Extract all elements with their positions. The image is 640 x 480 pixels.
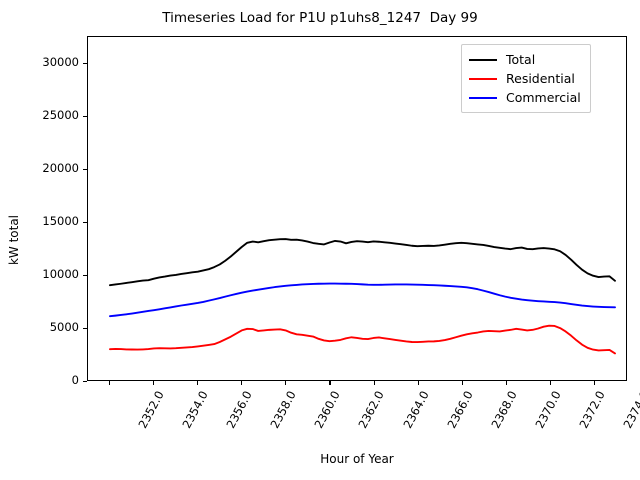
legend-swatch-residential xyxy=(469,77,497,80)
x-tick-mark xyxy=(373,381,375,385)
y-tick-mark xyxy=(83,62,87,64)
x-tick-mark xyxy=(593,381,596,385)
x-tick-mark xyxy=(241,381,243,385)
legend-item-total: Total xyxy=(469,50,581,69)
y-tick-mark xyxy=(83,168,87,170)
legend-swatch-total xyxy=(469,58,497,61)
x-tick-label: 2356.0 xyxy=(223,388,255,431)
y-tick-label: 20000 xyxy=(42,160,79,175)
legend-item-residential: Residential xyxy=(469,69,581,88)
x-tick-mark xyxy=(153,381,155,385)
chart-title: Timeseries Load for P1U p1uhs8_1247 Day … xyxy=(162,10,478,26)
x-tick-label: 2352.0 xyxy=(135,388,167,431)
x-tick-label: 2358.0 xyxy=(267,388,300,431)
x-tick-label: 2360.0 xyxy=(311,388,344,431)
y-tick-label: 30000 xyxy=(42,54,79,69)
legend-label: Residential xyxy=(506,70,575,86)
plot-area xyxy=(87,36,627,381)
legend-item-commercial: Commercial xyxy=(469,88,581,107)
y-tick-mark xyxy=(83,381,87,383)
y-tick-mark xyxy=(83,221,87,223)
x-tick-label: 2368.0 xyxy=(488,388,520,431)
series-line-commercial xyxy=(109,282,616,318)
y-tick-mark xyxy=(83,115,87,117)
x-tick-mark xyxy=(197,381,199,385)
y-tick-label: 0 xyxy=(71,373,79,387)
x-tick-label: 2372.0 xyxy=(576,388,608,431)
series-line-residential xyxy=(109,324,616,355)
x-tick-mark xyxy=(549,381,551,385)
x-tick-label: 2366.0 xyxy=(444,388,476,431)
legend-swatch-commercial xyxy=(469,96,497,99)
x-tick-mark xyxy=(285,381,287,385)
y-tick-mark xyxy=(83,327,87,330)
series-line-total xyxy=(109,238,616,287)
x-tick-label: 2374.0 xyxy=(620,388,640,431)
series-lines xyxy=(109,238,616,355)
y-tick-label: 10000 xyxy=(42,266,79,281)
y-tick-mark xyxy=(83,274,87,276)
x-tick-label: 2364.0 xyxy=(399,388,432,431)
x-tick-mark xyxy=(109,381,111,385)
x-tick-mark xyxy=(461,381,463,385)
legend-label: Commercial xyxy=(506,89,581,105)
x-tick-label: 2362.0 xyxy=(355,388,388,431)
y-axis-tick-labels: 0 5000 10000 15000 20000 25000 30000 xyxy=(0,0,79,480)
y-tick-label: 15000 xyxy=(42,213,79,228)
x-tick-mark xyxy=(417,381,419,385)
y-tick-label: 25000 xyxy=(42,107,79,122)
y-tick-label: 5000 xyxy=(49,319,79,334)
x-tick-label: 2354.0 xyxy=(179,388,211,431)
chart-legend: Total Residential Commercial xyxy=(461,44,591,113)
x-tick-mark xyxy=(505,381,507,385)
x-tick-mark xyxy=(329,381,331,385)
x-axis-title: Hour of Year xyxy=(320,452,394,466)
x-tick-label: 2370.0 xyxy=(532,388,564,431)
legend-label: Total xyxy=(506,51,536,67)
